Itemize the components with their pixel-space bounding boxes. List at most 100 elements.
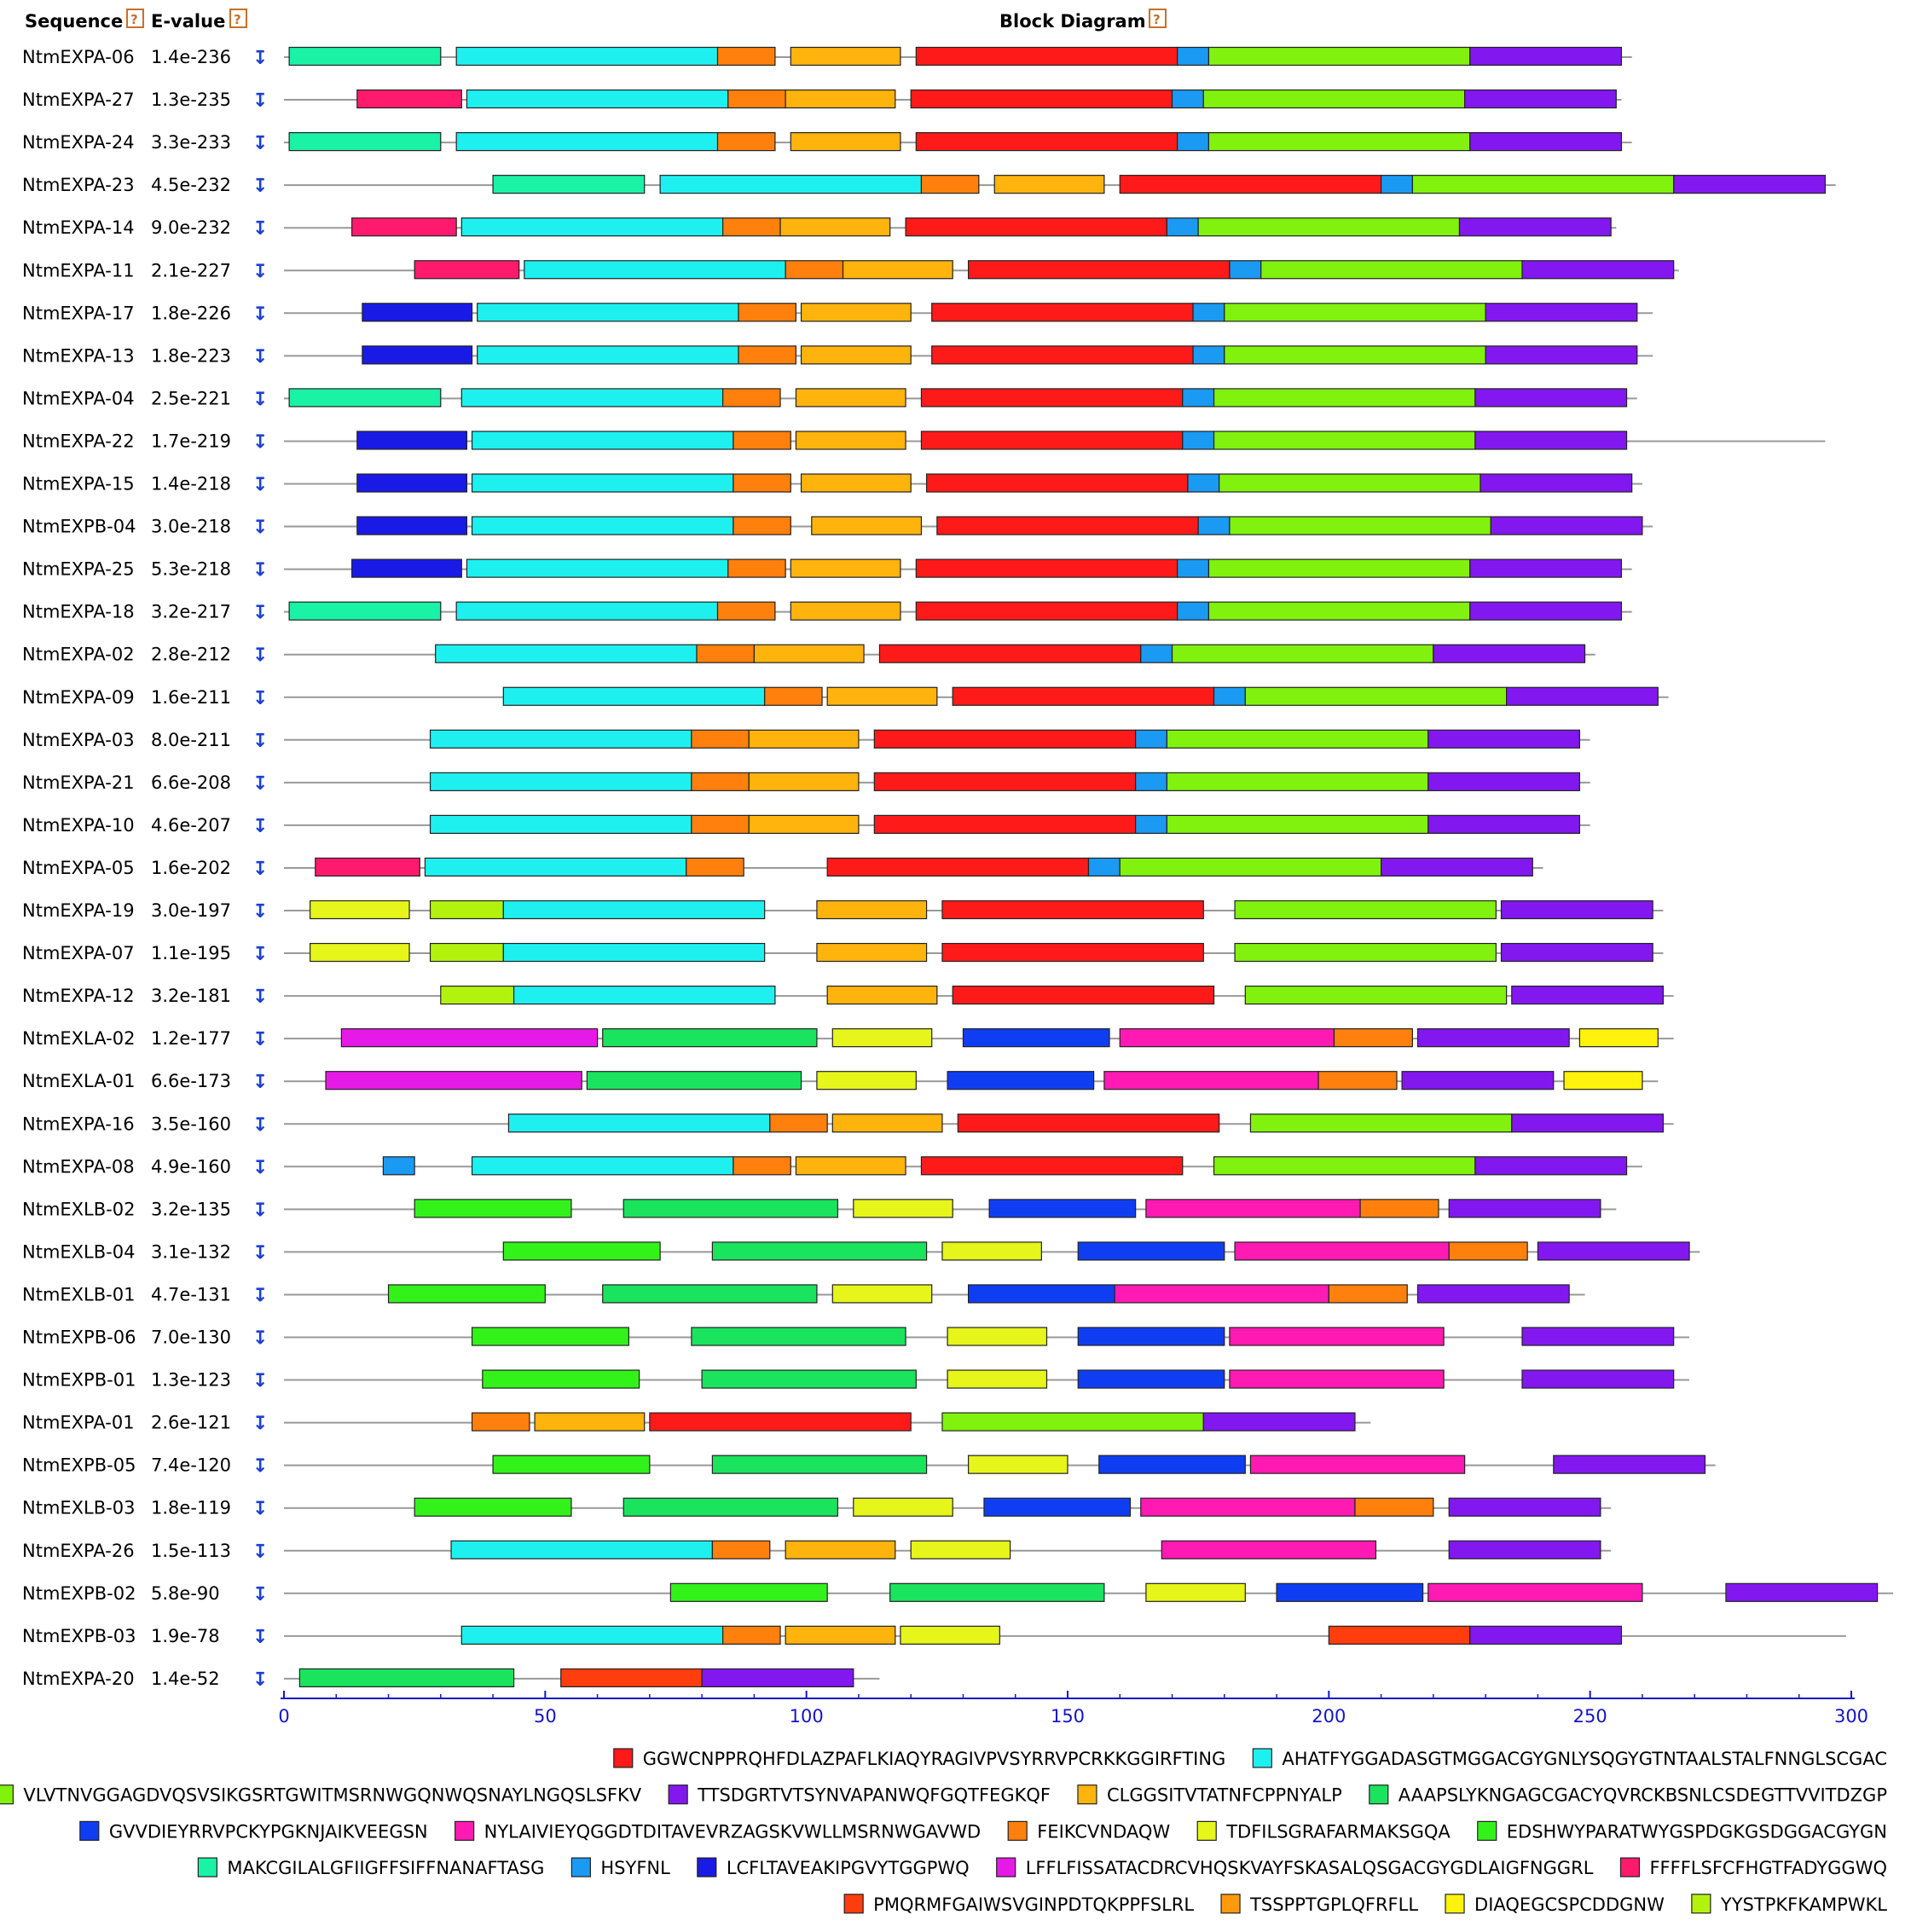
strand-arrow-icon[interactable]: ↧ bbox=[252, 218, 268, 240]
motif-block[interactable] bbox=[356, 473, 468, 493]
motif-block[interactable] bbox=[967, 1455, 1068, 1474]
motif-block[interactable] bbox=[941, 942, 1204, 963]
strand-arrow-icon[interactable]: ↧ bbox=[252, 1200, 268, 1221]
motif-block[interactable] bbox=[492, 175, 646, 194]
motif-block[interactable] bbox=[1411, 175, 1675, 194]
motif-block[interactable] bbox=[711, 1455, 928, 1474]
motif-block[interactable] bbox=[889, 1582, 1105, 1602]
motif-block[interactable] bbox=[748, 814, 860, 835]
motif-block[interactable] bbox=[382, 1156, 415, 1176]
strand-arrow-icon[interactable]: ↧ bbox=[252, 261, 268, 282]
motif-block[interactable] bbox=[1119, 1028, 1335, 1048]
motif-block[interactable] bbox=[1380, 175, 1413, 194]
strand-arrow-icon[interactable]: ↧ bbox=[252, 1072, 268, 1093]
strand-arrow-icon[interactable]: ↧ bbox=[252, 560, 268, 581]
motif-block[interactable] bbox=[826, 985, 938, 1005]
motif-block[interactable] bbox=[1380, 857, 1533, 877]
motif-block[interactable] bbox=[1207, 558, 1471, 578]
motif-block[interactable] bbox=[1249, 1114, 1513, 1133]
motif-block[interactable] bbox=[1359, 1199, 1439, 1218]
strand-arrow-icon[interactable]: ↧ bbox=[252, 1627, 268, 1648]
strand-arrow-icon[interactable]: ↧ bbox=[252, 346, 268, 367]
strand-arrow-icon[interactable]: ↧ bbox=[252, 986, 268, 1008]
motif-block[interactable] bbox=[524, 260, 786, 280]
motif-block[interactable] bbox=[716, 132, 776, 152]
strand-arrow-icon[interactable]: ↧ bbox=[252, 389, 268, 410]
strand-arrow-icon[interactable]: ↧ bbox=[252, 859, 268, 880]
motif-block[interactable] bbox=[1521, 1369, 1675, 1389]
motif-block[interactable] bbox=[967, 260, 1231, 280]
motif-block[interactable] bbox=[586, 1071, 802, 1090]
motif-block[interactable] bbox=[1578, 1028, 1659, 1048]
motif-block[interactable] bbox=[941, 1241, 1042, 1261]
strand-arrow-icon[interactable]: ↧ bbox=[252, 48, 268, 69]
motif-block[interactable] bbox=[920, 431, 1184, 450]
motif-block[interactable] bbox=[842, 260, 953, 280]
motif-block[interactable] bbox=[722, 1625, 781, 1645]
motif-block[interactable] bbox=[727, 89, 786, 109]
motif-block[interactable] bbox=[769, 1114, 828, 1133]
motif-block[interactable] bbox=[993, 175, 1105, 194]
motif-block[interactable] bbox=[1276, 1582, 1424, 1602]
motif-block[interactable] bbox=[1182, 431, 1215, 450]
motif-block[interactable] bbox=[1490, 516, 1643, 535]
motif-block[interactable] bbox=[471, 473, 734, 493]
motif-block[interactable] bbox=[310, 942, 410, 963]
strand-arrow-icon[interactable]: ↧ bbox=[252, 1414, 268, 1435]
motif-block[interactable] bbox=[362, 345, 473, 365]
motif-block[interactable] bbox=[1469, 46, 1623, 67]
strand-arrow-icon[interactable]: ↧ bbox=[252, 1285, 268, 1306]
motif-block[interactable] bbox=[1464, 89, 1617, 109]
motif-block[interactable] bbox=[429, 899, 504, 920]
motif-block[interactable] bbox=[733, 473, 791, 493]
motif-block[interactable] bbox=[1119, 857, 1382, 877]
motif-block[interactable] bbox=[534, 1412, 646, 1432]
motif-block[interactable] bbox=[1553, 1455, 1706, 1474]
strand-arrow-icon[interactable]: ↧ bbox=[252, 1669, 268, 1691]
motif-block[interactable] bbox=[1521, 1327, 1675, 1346]
motif-block[interactable] bbox=[340, 1028, 599, 1048]
motif-block[interactable] bbox=[1177, 132, 1210, 152]
motif-block[interactable] bbox=[753, 644, 865, 663]
motif-block[interactable] bbox=[602, 1028, 818, 1048]
motif-block[interactable] bbox=[925, 473, 1189, 493]
motif-block[interactable] bbox=[1213, 431, 1476, 450]
motif-block[interactable] bbox=[477, 303, 739, 322]
motif-block[interactable] bbox=[983, 1497, 1132, 1517]
strand-arrow-icon[interactable]: ↧ bbox=[252, 773, 268, 795]
motif-block[interactable] bbox=[512, 985, 776, 1005]
strand-arrow-icon[interactable]: ↧ bbox=[252, 1157, 268, 1178]
strand-arrow-icon[interactable]: ↧ bbox=[252, 518, 268, 539]
motif-block[interactable] bbox=[1469, 601, 1623, 621]
motif-block[interactable] bbox=[471, 516, 734, 535]
motif-block[interactable] bbox=[952, 985, 1215, 1005]
motif-block[interactable] bbox=[733, 1156, 791, 1176]
motif-block[interactable] bbox=[1087, 857, 1121, 877]
motif-block[interactable] bbox=[502, 686, 766, 706]
motif-block[interactable] bbox=[931, 303, 1194, 322]
motif-block[interactable] bbox=[738, 345, 797, 365]
motif-block[interactable] bbox=[1166, 217, 1199, 237]
motif-block[interactable] bbox=[1333, 1028, 1413, 1048]
motif-block[interactable] bbox=[1469, 132, 1623, 152]
motif-block[interactable] bbox=[790, 132, 901, 152]
strand-arrow-icon[interactable]: ↧ bbox=[252, 133, 268, 154]
motif-block[interactable] bbox=[455, 132, 719, 152]
motif-block[interactable] bbox=[722, 217, 781, 237]
motif-block[interactable] bbox=[471, 1327, 629, 1346]
motif-block[interactable] bbox=[450, 1540, 713, 1559]
motif-block[interactable] bbox=[831, 1114, 943, 1133]
motif-block[interactable] bbox=[947, 1327, 1048, 1346]
motif-block[interactable] bbox=[952, 686, 1215, 706]
motif-block[interactable] bbox=[356, 516, 468, 535]
strand-arrow-icon[interactable]: ↧ bbox=[252, 176, 268, 197]
motif-block[interactable] bbox=[429, 729, 692, 749]
motif-block[interactable] bbox=[623, 1199, 839, 1218]
motif-block[interactable] bbox=[1135, 729, 1168, 749]
motif-block[interactable] bbox=[1500, 942, 1653, 963]
motif-block[interactable] bbox=[356, 89, 462, 109]
motif-block[interactable] bbox=[1448, 1199, 1601, 1218]
motif-block[interactable] bbox=[878, 644, 1142, 663]
motif-block[interactable] bbox=[1182, 388, 1215, 408]
motif-block[interactable] bbox=[910, 1540, 1011, 1559]
